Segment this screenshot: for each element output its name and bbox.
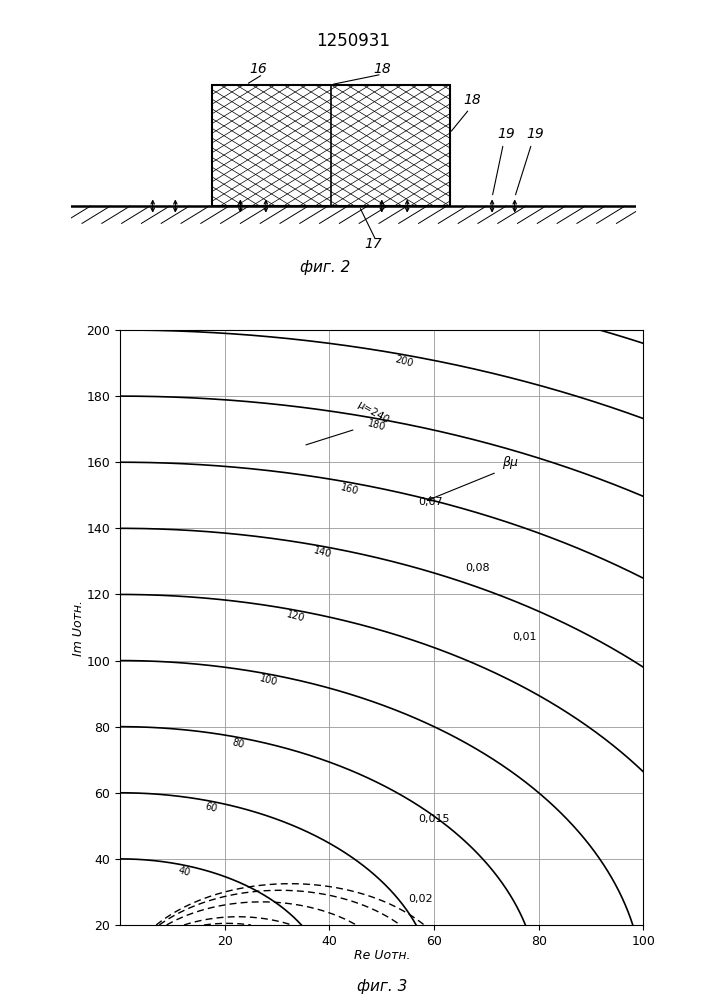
- Text: μ=240: μ=240: [356, 400, 391, 426]
- Text: 160: 160: [339, 482, 360, 496]
- Text: фиг. 2: фиг. 2: [300, 260, 351, 275]
- Text: 17: 17: [365, 237, 382, 251]
- Y-axis label: Im Uотн.: Im Uотн.: [72, 600, 86, 656]
- Text: 60: 60: [204, 801, 218, 814]
- Text: 140: 140: [312, 546, 333, 560]
- Text: 19: 19: [526, 127, 544, 141]
- Bar: [212, 85, 450, 206]
- Text: 120: 120: [286, 610, 305, 624]
- Text: 40: 40: [177, 865, 192, 878]
- Text: 16: 16: [249, 62, 267, 76]
- Text: 18: 18: [464, 93, 481, 107]
- Text: 0,01: 0,01: [513, 632, 537, 642]
- Text: 200: 200: [394, 354, 414, 369]
- Text: 0,02: 0,02: [408, 894, 433, 904]
- Text: βμ: βμ: [502, 456, 518, 469]
- Text: 18: 18: [373, 62, 391, 76]
- Text: 100: 100: [258, 673, 279, 688]
- Text: 0,015: 0,015: [419, 814, 450, 824]
- Text: 0,07: 0,07: [419, 497, 443, 507]
- Text: 0,08: 0,08: [465, 563, 490, 573]
- X-axis label: Re Uотн.: Re Uотн.: [354, 949, 410, 962]
- Text: 19: 19: [498, 127, 515, 141]
- Text: 180: 180: [366, 418, 387, 432]
- Text: фиг. 3: фиг. 3: [356, 979, 407, 994]
- Text: 1250931: 1250931: [317, 32, 390, 50]
- Text: 80: 80: [231, 737, 245, 750]
